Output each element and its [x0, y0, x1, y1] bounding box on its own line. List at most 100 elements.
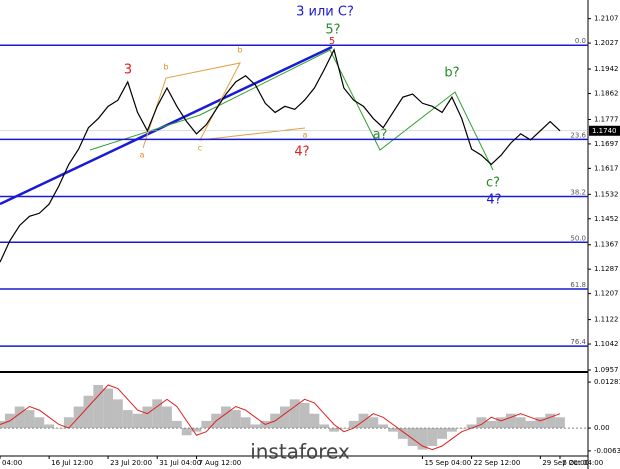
histogram-bar — [191, 428, 202, 432]
y-tick-label: 1.1942 — [594, 65, 619, 73]
histogram-bar — [338, 428, 349, 429]
histogram-bar — [329, 428, 339, 432]
histogram-bar — [201, 420, 212, 429]
fib-label: 76.4 — [570, 338, 586, 346]
y-tick-label: 1.1452 — [594, 215, 619, 223]
histogram-bar — [417, 428, 428, 450]
histogram-bar — [250, 424, 261, 429]
histogram-bar — [486, 420, 497, 429]
annotation: a — [140, 151, 145, 160]
histogram-bar — [122, 410, 133, 429]
watermark: instaforex — [250, 440, 350, 464]
histogram-bar — [240, 417, 251, 429]
histogram-bar — [181, 428, 192, 436]
fib-label: 50.0 — [570, 234, 586, 242]
fib-label: 38.2 — [570, 188, 586, 196]
y-tick-label: 1.1207 — [594, 290, 619, 298]
y-tick-label: 1.2027 — [594, 39, 619, 47]
histogram-bar — [407, 428, 418, 447]
y-tick-label: 1.1777 — [594, 115, 619, 123]
last-price-label: 1.1740 — [592, 127, 617, 135]
histogram-bar — [368, 417, 379, 429]
histogram-bar — [142, 406, 153, 429]
histogram-bar — [505, 413, 516, 429]
histogram-bar — [103, 388, 113, 429]
annotation: 3 — [124, 63, 132, 78]
histogram-bar — [132, 413, 143, 429]
histogram-bar — [427, 428, 438, 447]
histogram-bar — [221, 406, 231, 429]
histogram-bar — [24, 410, 35, 429]
y-tick-label: 1.1532 — [594, 190, 619, 198]
annotation: a — [303, 131, 308, 140]
annotation: 5? — [325, 23, 340, 38]
histogram-bar — [466, 424, 477, 429]
y-tick-label: 1.0957 — [594, 366, 619, 374]
x-tick-label: 04:00 — [2, 459, 22, 467]
histogram-bar — [555, 417, 565, 429]
histogram-bar — [152, 399, 163, 429]
histogram-bar — [112, 399, 123, 429]
annotation: b? — [444, 66, 459, 81]
y-tick-label: 1.1697 — [594, 140, 619, 148]
annotation: b — [237, 46, 242, 55]
y-tick-label: 1.1122 — [594, 316, 619, 324]
signal-line — [0, 384, 561, 451]
x-tick-label: 15 Sep 04:00 — [424, 459, 471, 467]
fib-label: 23.6 — [570, 131, 586, 139]
annotation: c — [198, 144, 202, 153]
y-tick-label: 1.1367 — [594, 241, 619, 249]
y-tick-label: 0.00 — [594, 424, 610, 432]
histogram-bar — [496, 417, 506, 429]
y-tick-label: 1.1862 — [594, 89, 619, 97]
y-tick-label: 1.1287 — [594, 265, 619, 273]
histogram-bar — [476, 417, 487, 429]
histogram-bar — [34, 417, 45, 429]
x-tick-label: 31 Jul 04:00 — [159, 459, 201, 467]
histogram-bar — [83, 395, 94, 429]
histogram-bar — [535, 417, 546, 429]
channel-line — [142, 62, 306, 149]
annotation: b — [163, 63, 168, 72]
histogram-bar — [348, 420, 359, 429]
x-tick-label: 29 Sep 20:00 — [542, 459, 589, 467]
histogram-bar — [447, 428, 457, 432]
histogram-bar — [44, 424, 55, 429]
y-tick-label: -0.00636 — [594, 447, 620, 455]
histogram-bar — [397, 428, 408, 439]
fib-label: 0.0 — [575, 37, 586, 45]
fib-label: 61.8 — [570, 281, 586, 289]
x-tick-label: 16 Jul 12:00 — [51, 459, 93, 467]
x-tick-label: 7 Aug 12:00 — [198, 459, 241, 467]
y-tick-label: 0.01281 — [594, 378, 620, 386]
y-tick-label: 1.1042 — [594, 340, 619, 348]
annotation: 4? — [486, 193, 501, 208]
histogram-bar — [230, 410, 241, 429]
histogram-bar — [299, 402, 310, 429]
annotation: 4? — [294, 145, 309, 160]
histogram-bar — [289, 399, 300, 429]
histogram-bar — [162, 406, 172, 429]
histogram-bar — [54, 428, 64, 429]
histogram-bar — [93, 384, 104, 429]
histogram-bar — [545, 413, 556, 429]
price-line — [0, 48, 561, 263]
x-tick-label: 23 Jul 20:00 — [110, 459, 152, 467]
histogram-bar — [437, 428, 448, 439]
annotation: 5 — [329, 36, 335, 47]
x-tick-label: 7 Oct 04:00 — [562, 459, 603, 467]
histogram-bar — [280, 406, 290, 429]
x-tick-label: 22 Sep 12:00 — [474, 459, 521, 467]
histogram-bar — [63, 417, 74, 429]
annotation: 3 или C? — [296, 5, 354, 20]
histogram-bar — [525, 420, 536, 429]
annotation: c? — [486, 176, 500, 191]
y-tick-label: 1.1617 — [594, 164, 619, 172]
last-price-box — [589, 125, 620, 136]
histogram-bar — [309, 413, 320, 429]
histogram-bar — [378, 424, 389, 429]
wave-line — [89, 49, 494, 171]
histogram-bar — [171, 420, 182, 429]
histogram-bar — [14, 406, 25, 429]
